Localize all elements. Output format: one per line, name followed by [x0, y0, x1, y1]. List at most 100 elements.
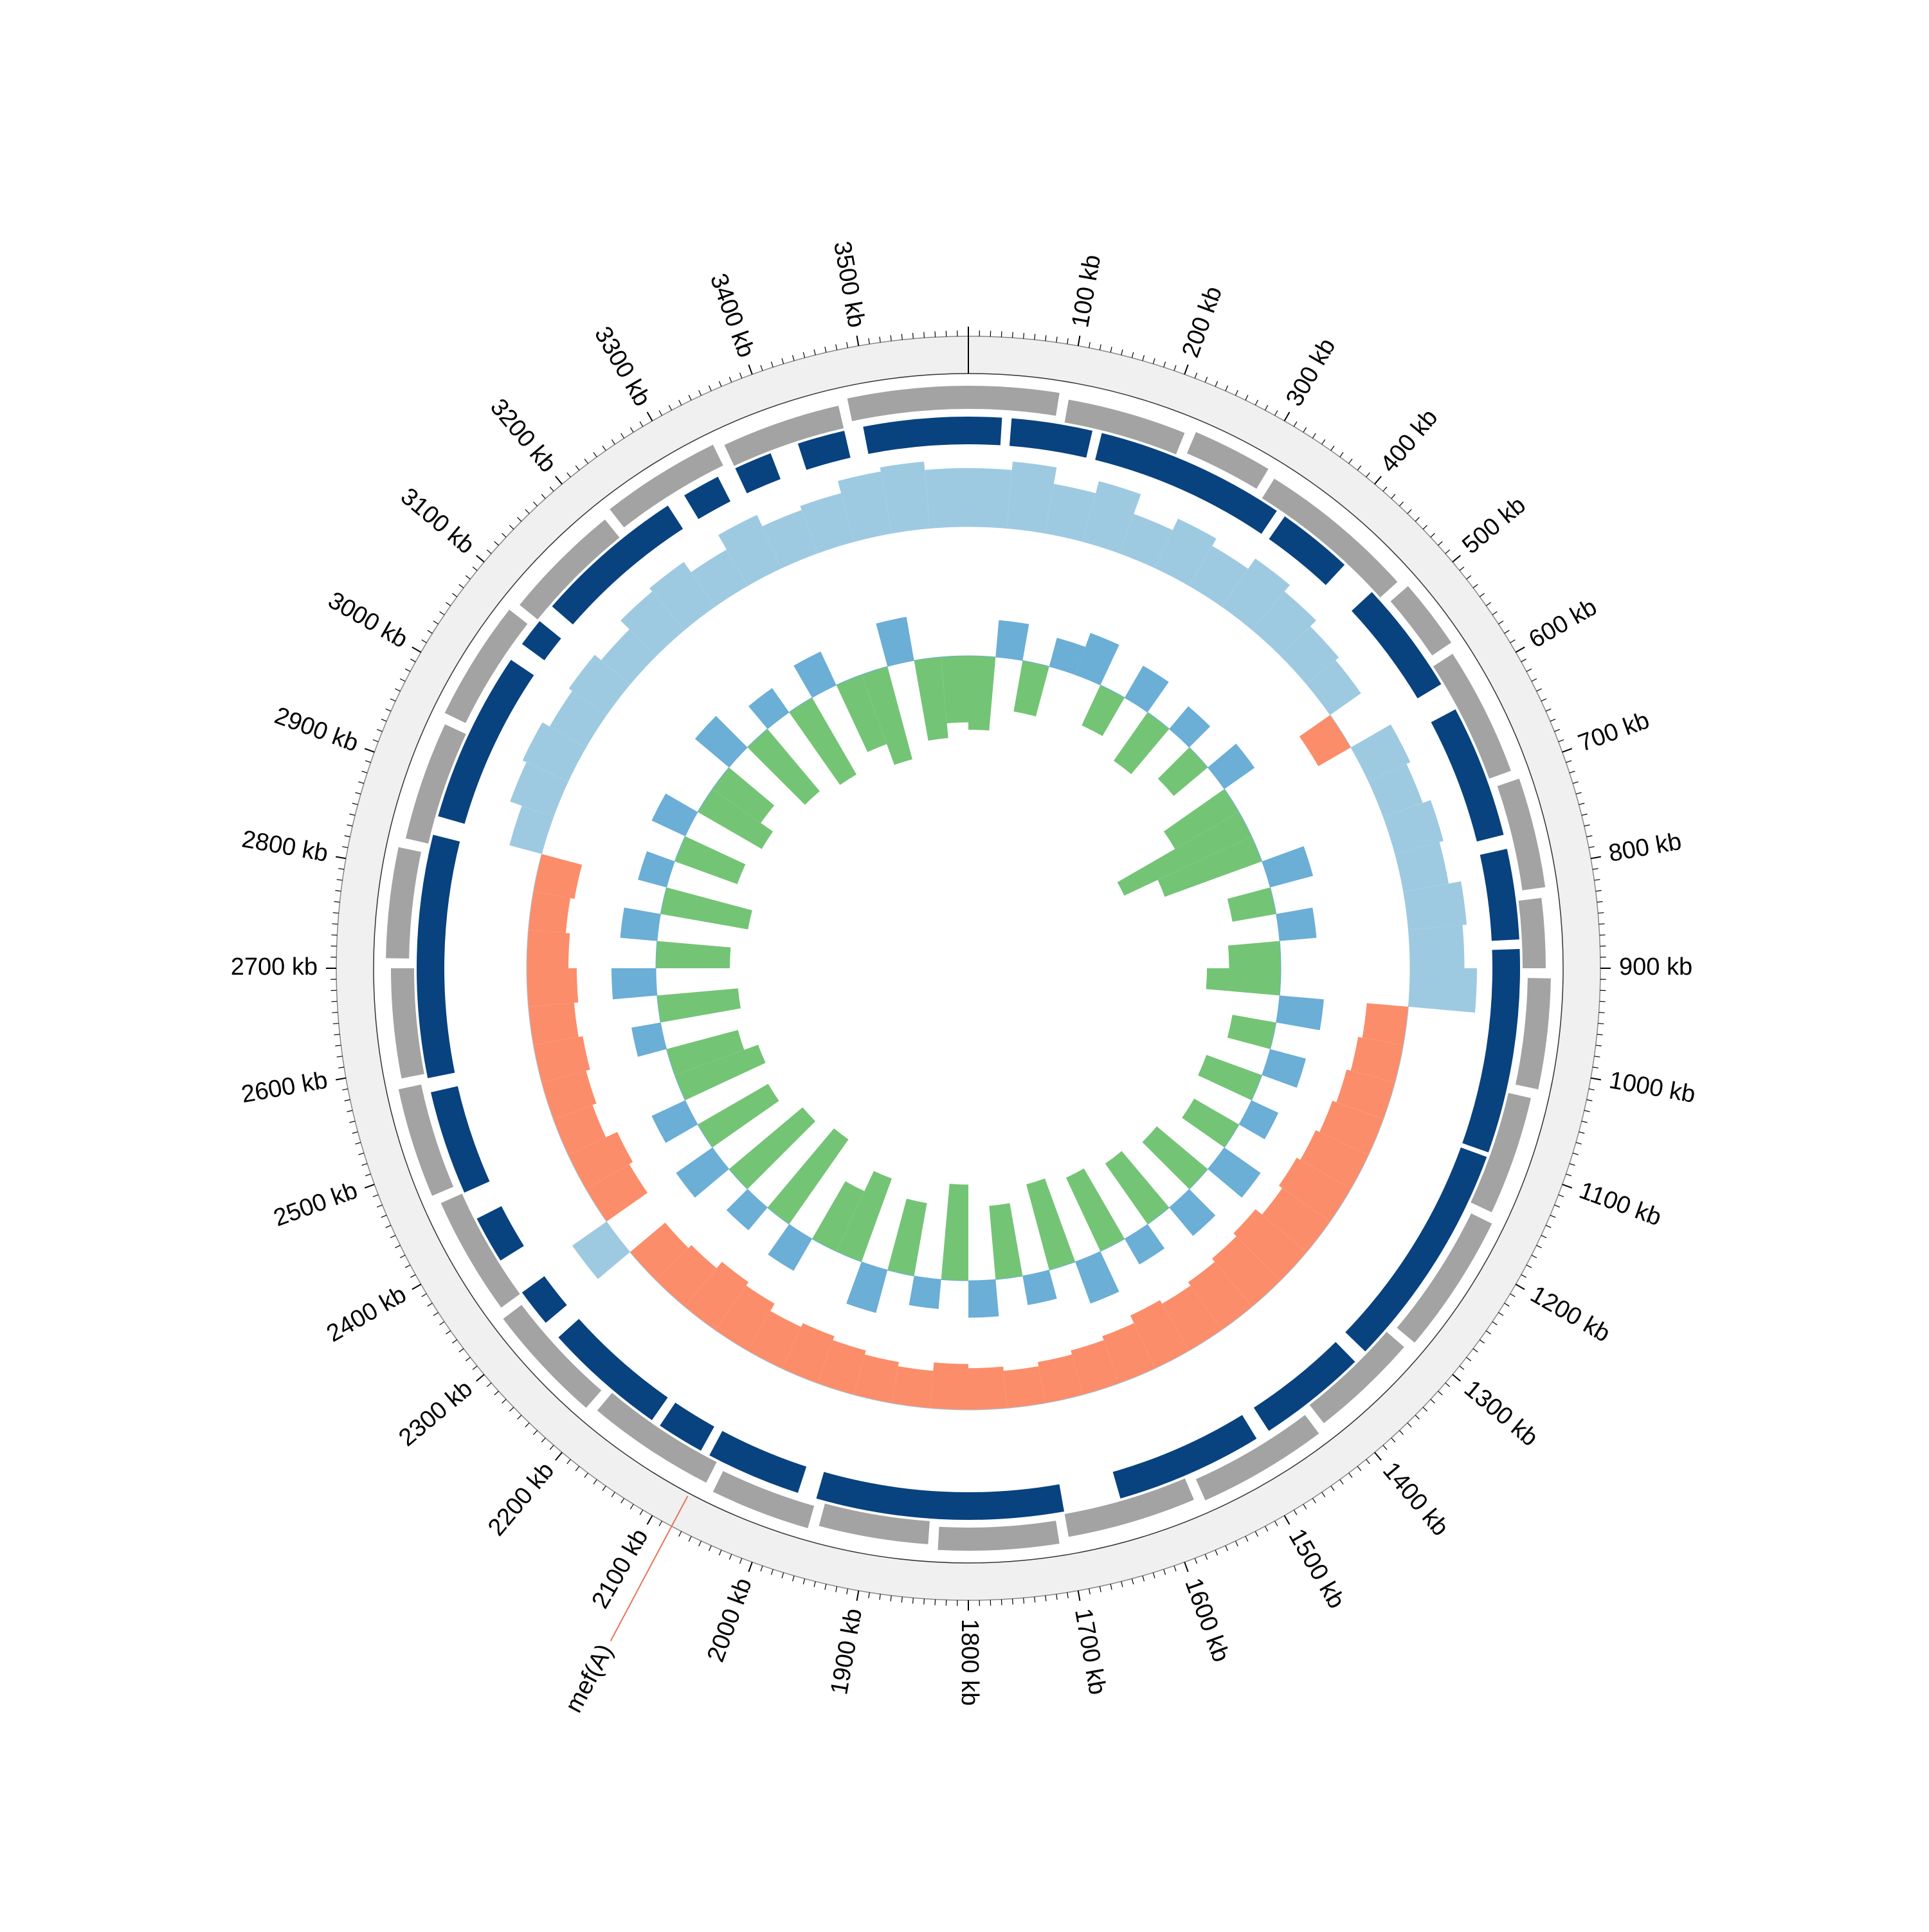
major-tick	[336, 1078, 346, 1080]
minor-tick	[1255, 1531, 1258, 1537]
minor-tick	[611, 440, 615, 444]
minor-tick	[1100, 1587, 1101, 1593]
gc-bar	[1363, 1003, 1409, 1045]
minor-tick	[1486, 1331, 1490, 1334]
gc-bar	[748, 688, 789, 728]
minor-tick	[373, 739, 378, 741]
minor-tick	[386, 1225, 391, 1228]
minor-tick	[924, 1599, 925, 1605]
minor-tick	[825, 347, 826, 352]
minor-tick	[1340, 1479, 1343, 1484]
minor-tick	[771, 362, 773, 368]
minor-tick	[1132, 1579, 1133, 1585]
minor-tick	[1486, 602, 1490, 606]
minor-tick	[1215, 1550, 1218, 1555]
minor-tick	[1366, 473, 1370, 477]
minor-tick	[1550, 1215, 1555, 1218]
minor-tick	[1205, 377, 1207, 382]
minor-tick	[669, 405, 671, 410]
minor-tick	[1596, 890, 1602, 891]
minor-tick	[1559, 1195, 1564, 1196]
minor-tick	[1532, 679, 1537, 682]
x-tick-label: 2700 kb	[231, 953, 318, 980]
minor-tick	[1570, 1164, 1575, 1166]
minor-tick	[1510, 1294, 1516, 1297]
minor-tick	[1143, 1576, 1144, 1582]
minor-tick	[381, 1215, 386, 1218]
minor-tick	[405, 1265, 410, 1267]
minor-tick	[333, 913, 339, 914]
minor-tick	[1550, 719, 1555, 721]
x-tick-label: 1500 kb	[1283, 1524, 1350, 1613]
minor-tick	[422, 640, 427, 643]
minor-tick	[518, 1415, 521, 1419]
minor-tick	[679, 1531, 682, 1537]
x-tick-label: 1700 kb	[1069, 1607, 1111, 1697]
minor-tick	[1423, 1407, 1427, 1411]
minor-tick	[814, 349, 815, 355]
major-tick	[365, 1184, 374, 1187]
gc-bar	[1182, 1099, 1239, 1148]
minor-tick	[729, 1554, 731, 1559]
minor-tick	[689, 395, 691, 400]
minor-tick	[567, 1459, 571, 1464]
minor-tick	[1121, 1582, 1123, 1587]
minor-tick	[782, 1573, 784, 1578]
gc-bar	[1208, 744, 1254, 790]
minor-tick	[1303, 428, 1307, 433]
minor-tick	[347, 825, 352, 826]
gc-bar	[1013, 660, 1049, 716]
minor-tick	[1593, 1067, 1598, 1068]
minor-tick	[1445, 1383, 1450, 1387]
gc-bar	[1169, 706, 1210, 747]
minor-tick	[1195, 1558, 1197, 1564]
gc-bar	[768, 1224, 812, 1271]
minor-tick	[1589, 1089, 1595, 1090]
minor-tick	[335, 890, 341, 891]
minor-tick	[1349, 459, 1352, 464]
minor-tick	[621, 433, 624, 438]
minor-tick	[1100, 345, 1101, 350]
minor-tick	[1570, 771, 1575, 773]
x-tick-label: 2400 kb	[322, 1281, 411, 1348]
minor-tick	[1408, 1423, 1411, 1427]
minor-tick	[1174, 1566, 1176, 1571]
minor-tick	[332, 924, 338, 925]
x-tick-label: 3400 kb	[705, 270, 760, 361]
feature	[386, 847, 421, 959]
x-tick-label: 100 kb	[1067, 253, 1106, 330]
minor-tick	[518, 518, 521, 521]
minor-tick	[362, 771, 368, 773]
minor-tick	[621, 1498, 624, 1503]
minor-tick	[1473, 1349, 1478, 1352]
x-tick-label: 600 kb	[1525, 593, 1602, 653]
minor-tick	[793, 355, 794, 361]
minor-tick	[761, 1566, 763, 1571]
gc-bar	[651, 793, 698, 836]
minor-tick	[699, 1541, 702, 1546]
minor-tick	[1480, 1340, 1484, 1343]
minor-tick	[440, 611, 444, 615]
minor-tick	[1366, 1459, 1370, 1464]
major-tick	[556, 476, 562, 484]
major-tick	[556, 1452, 562, 1460]
minor-tick	[1566, 1174, 1571, 1176]
minor-tick	[836, 345, 837, 350]
minor-tick	[901, 334, 902, 339]
gc-bar	[1227, 887, 1276, 921]
gc-bar	[1276, 995, 1324, 1030]
minor-tick	[355, 1142, 361, 1144]
minor-tick	[473, 567, 477, 571]
minor-tick	[584, 459, 588, 464]
major-tick	[1516, 1285, 1525, 1290]
gc-bar	[529, 892, 570, 934]
minor-tick	[459, 1349, 464, 1352]
minor-tick	[541, 1438, 545, 1443]
minor-tick	[1195, 373, 1197, 378]
minor-tick	[1056, 337, 1057, 343]
minor-tick	[525, 509, 529, 513]
x-tick-label: 500 kb	[1457, 492, 1530, 560]
major-tick	[857, 336, 859, 346]
minor-tick	[1408, 509, 1411, 513]
minor-tick	[352, 803, 358, 804]
